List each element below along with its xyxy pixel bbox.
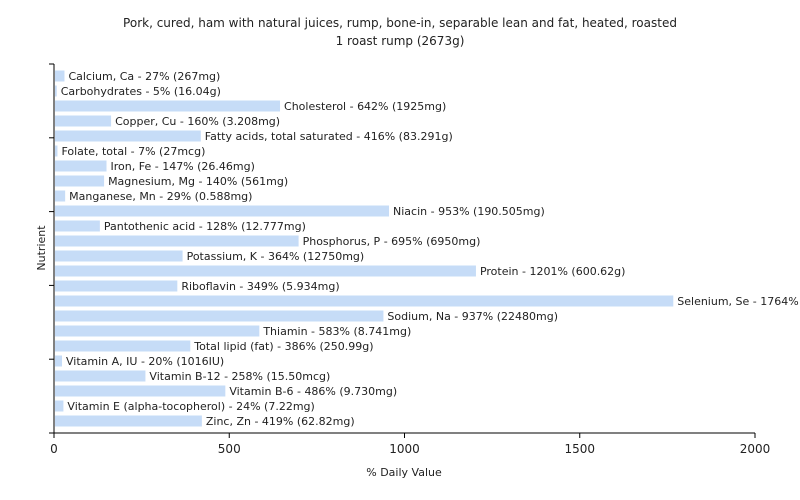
- bar-label: Magnesium, Mg - 140% (561mg): [108, 175, 288, 188]
- bar: [55, 250, 183, 262]
- bar: [55, 280, 178, 292]
- bar: [55, 400, 64, 412]
- bar-label: Fatty acids, total saturated - 416% (83.…: [205, 130, 453, 143]
- x-tick-label: 500: [218, 442, 241, 456]
- bar-label: Cholesterol - 642% (1925mg): [284, 100, 446, 113]
- bar: [55, 190, 66, 202]
- bar: [55, 175, 105, 187]
- bar: [55, 415, 202, 427]
- bar-label: Iron, Fe - 147% (26.46mg): [111, 160, 255, 173]
- bar: [55, 160, 107, 172]
- x-tick-label: 0: [50, 442, 58, 456]
- bar-label: Zinc, Zn - 419% (62.82mg): [206, 415, 355, 428]
- chart-title: Pork, cured, ham with natural juices, ru…: [123, 16, 677, 30]
- bar-label: Thiamin - 583% (8.741mg): [262, 325, 411, 338]
- y-axis-label: Nutrient: [35, 225, 48, 271]
- bar: [55, 130, 201, 142]
- bar: [55, 310, 384, 322]
- chart-subtitle: 1 roast rump (2673g): [336, 34, 465, 48]
- bar: [55, 205, 390, 217]
- bar: [55, 370, 146, 382]
- x-axis: 0 500 1000 1500 2000: [50, 432, 771, 456]
- bars-group: Calcium, Ca - 27% (267mg) Carbohydrates -…: [55, 70, 800, 428]
- bar-label: Selenium, Se - 1764% (1234.9mcg): [677, 295, 800, 308]
- bar-label: Niacin - 953% (190.505mg): [393, 205, 545, 218]
- bar: [55, 85, 57, 97]
- bar-label: Riboflavin - 349% (5.934mg): [181, 280, 339, 293]
- bar-label: Total lipid (fat) - 386% (250.99g): [193, 340, 373, 353]
- bar: [55, 325, 260, 337]
- x-tick-label: 2000: [740, 442, 771, 456]
- bar: [55, 115, 112, 127]
- x-tick-label: 1000: [389, 442, 420, 456]
- bar-label: Vitamin B-6 - 486% (9.730mg): [229, 385, 397, 398]
- y-axis: [49, 63, 55, 434]
- bar-label: Protein - 1201% (600.62g): [480, 265, 626, 278]
- bar: [55, 70, 65, 82]
- bar-label: Vitamin E (alpha-tocopherol) - 24% (7.22…: [67, 400, 314, 413]
- bar-label: Copper, Cu - 160% (3.208mg): [115, 115, 280, 128]
- bar: [55, 145, 58, 157]
- bar: [55, 265, 476, 277]
- bar-label: Pantothenic acid - 128% (12.777mg): [104, 220, 306, 233]
- bar: [55, 295, 674, 307]
- bar-label: Potassium, K - 364% (12750mg): [187, 250, 365, 263]
- bar-label: Vitamin A, IU - 20% (1016IU): [66, 355, 224, 368]
- bar-label: Folate, total - 7% (27mcg): [61, 145, 205, 158]
- bar-label: Calcium, Ca - 27% (267mg): [68, 70, 220, 83]
- bar: [55, 355, 63, 367]
- bar-label: Manganese, Mn - 29% (0.588mg): [69, 190, 252, 203]
- x-axis-label: % Daily Value: [366, 466, 442, 479]
- bar-label: Phosphorus, P - 695% (6950mg): [303, 235, 481, 248]
- bar: [55, 385, 226, 397]
- x-tick-label: 1500: [564, 442, 595, 456]
- bar-label: Sodium, Na - 937% (22480mg): [387, 310, 558, 323]
- bar: [55, 235, 299, 247]
- bar-label: Carbohydrates - 5% (16.04g): [61, 85, 221, 98]
- bar: [55, 100, 281, 112]
- bar: [55, 340, 191, 352]
- bar: [55, 220, 100, 232]
- bar-label: Vitamin B-12 - 258% (15.50mcg): [149, 370, 330, 383]
